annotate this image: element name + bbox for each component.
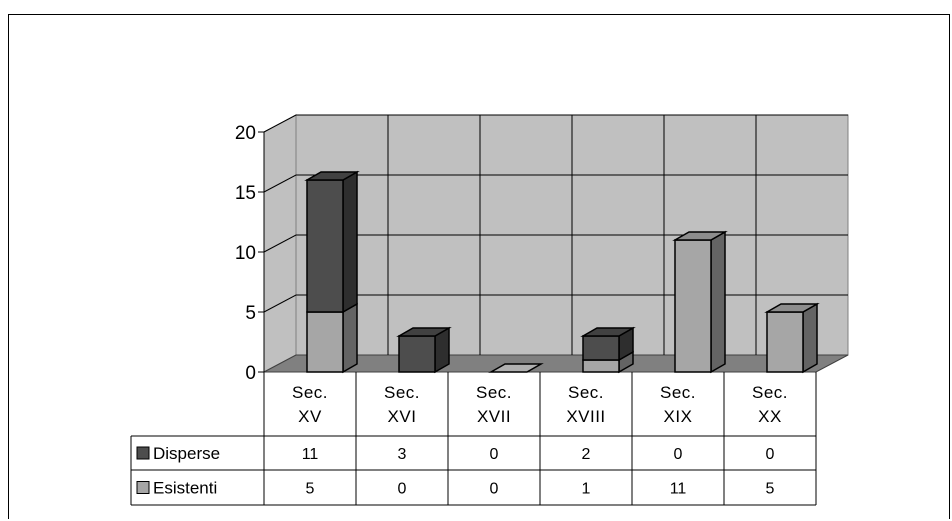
table-cell-value: 2: [582, 446, 591, 463]
y-tick-label: 0: [245, 363, 256, 384]
y-tick-label: 20: [235, 123, 256, 144]
data-table: Sec. XV Sec. XVI Sec. XVII Sec. XVIII Sec. XIX Sec…: [130, 372, 817, 506]
table-cell-value: 0: [490, 446, 499, 463]
x-category-label: Sec.: [752, 383, 788, 402]
x-category-label: Sec.: [568, 383, 604, 402]
legend-key-disperse: [136, 446, 150, 460]
bar-disperse-side: [342, 170, 358, 314]
legend-label: Esistenti: [153, 479, 217, 498]
x-category-label: Sec.: [476, 383, 512, 402]
y-axis: 0 5 10 15 20: [235, 123, 265, 384]
x-category-label: Sec.: [660, 383, 696, 402]
legend-label: Disperse: [153, 444, 220, 463]
bars: [304, 170, 820, 374]
x-category-label: XVIII: [566, 407, 605, 426]
bar-disperse-top: [396, 327, 452, 337]
bar-esistenti-side: [802, 302, 818, 374]
x-category-label: Sec.: [292, 383, 328, 402]
table-cell-value: 3: [398, 446, 407, 463]
x-category-label: XVII: [477, 407, 511, 426]
table-cell-value: 1: [582, 481, 591, 498]
x-category-label: XV: [298, 407, 322, 426]
bar-disperse-top: [580, 327, 636, 337]
table-cell-value: 0: [766, 446, 775, 463]
x-category-label: Sec.: [384, 383, 420, 402]
table-cell-value: 0: [398, 481, 407, 498]
bar-esistenti-top: [764, 303, 820, 313]
bar-esistenti: [582, 359, 620, 373]
x-category-label: XVI: [388, 407, 417, 426]
bar-disperse-top: [304, 171, 360, 181]
bar-esistenti: [306, 311, 344, 373]
bar-disperse: [306, 179, 344, 313]
table-cell-value: 11: [302, 446, 319, 463]
y-tick-label: 10: [235, 243, 256, 264]
x-category-label: XIX: [664, 407, 693, 426]
table-cell-value: 5: [766, 481, 775, 498]
bar-disperse: [398, 335, 436, 373]
bar-esistenti-top: [672, 231, 728, 241]
bar-zero: [488, 363, 544, 373]
y-tick-label: 5: [245, 303, 256, 324]
y-tick-label: 15: [235, 183, 256, 204]
bar-esistenti: [766, 311, 804, 373]
table-cell-value: 0: [490, 481, 499, 498]
table-cell-value: 11: [670, 481, 687, 498]
bar-disperse: [582, 335, 620, 361]
bar-esistenti: [674, 239, 712, 373]
table-cell-value: 5: [306, 481, 315, 498]
table-cell-value: 0: [674, 446, 683, 463]
bar-esistenti-side: [342, 302, 358, 374]
legend-key-esistenti: [136, 481, 150, 494]
bar-esistenti-side: [710, 230, 726, 374]
x-category-label: XX: [758, 407, 782, 426]
gridlines: [263, 114, 848, 355]
